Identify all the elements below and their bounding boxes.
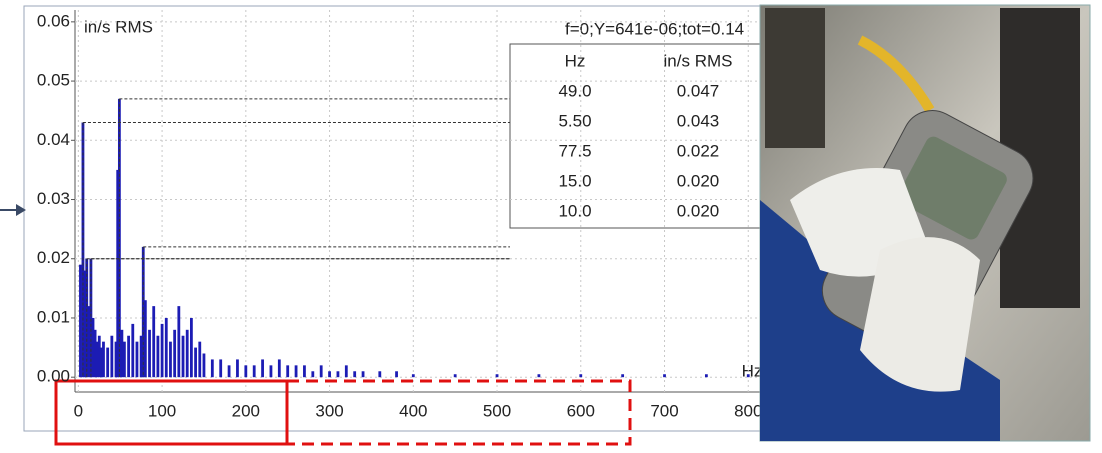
table-cell: 5.50 bbox=[558, 111, 591, 130]
spectrum-bar bbox=[345, 365, 348, 377]
spectrum-bar bbox=[362, 371, 365, 377]
table-cell: 49.0 bbox=[558, 81, 591, 100]
photo-glove bbox=[860, 237, 980, 392]
slide: in/s RMS Hz f=0;Y=641e-06;tot=0.14 01002… bbox=[0, 0, 1102, 448]
x-tick-label: 600 bbox=[567, 401, 595, 420]
x-tick-label: 0 bbox=[74, 401, 83, 420]
y-tick-label: 0.02 bbox=[37, 248, 70, 267]
x-tick-label: 800 bbox=[734, 401, 762, 420]
x-tick-label: 200 bbox=[232, 401, 260, 420]
spectrum-bar bbox=[244, 365, 247, 377]
spectrum-bar bbox=[705, 374, 708, 377]
table-cell: 0.020 bbox=[677, 171, 720, 190]
spectrum-bar bbox=[395, 371, 398, 377]
spectrum-bar bbox=[157, 336, 160, 377]
spectrum-bar bbox=[127, 336, 130, 377]
spectrum-bar bbox=[228, 365, 231, 377]
spectrum-bar bbox=[663, 374, 666, 377]
spectrum-bar bbox=[454, 374, 457, 377]
spectrum-bar bbox=[747, 374, 750, 377]
spectrum-bar bbox=[190, 318, 193, 377]
spectrum-bar bbox=[328, 371, 331, 377]
spectrum-bar bbox=[270, 365, 273, 377]
y-tick-label: 0.00 bbox=[37, 367, 70, 386]
spectrum-bar bbox=[169, 342, 172, 378]
table-cell: 15.0 bbox=[558, 171, 591, 190]
spectrum-bar bbox=[148, 330, 151, 377]
spectrum-bar bbox=[311, 371, 314, 377]
spectrum-bar bbox=[621, 374, 624, 377]
spectrum-bar bbox=[253, 365, 256, 377]
spectrum-bar bbox=[123, 342, 126, 378]
spectrum-bar bbox=[177, 306, 180, 377]
x-tick-label: 700 bbox=[650, 401, 678, 420]
spectrum-bar bbox=[236, 359, 239, 377]
table-cell: 77.5 bbox=[558, 141, 591, 160]
y-tick-label: 0.04 bbox=[37, 130, 70, 149]
spectrum-bar bbox=[320, 365, 323, 377]
spectrum-bar bbox=[165, 318, 168, 377]
spectrum-bar bbox=[211, 359, 214, 377]
table-cell: 0.047 bbox=[677, 81, 720, 100]
y-tick-label: 0.06 bbox=[37, 11, 70, 30]
spectrum-bar bbox=[579, 374, 582, 377]
x-tick-label: 500 bbox=[483, 401, 511, 420]
spectrum-bar bbox=[261, 359, 264, 377]
x-tick-label: 400 bbox=[399, 401, 427, 420]
spectrum-bar bbox=[496, 374, 499, 377]
spectrum-bar bbox=[203, 354, 206, 378]
spectrum-bar bbox=[337, 371, 340, 377]
spectrum-bar bbox=[303, 365, 306, 377]
spectrum-bar bbox=[219, 359, 222, 377]
spectrum-bar bbox=[144, 300, 147, 377]
table-cell: 0.020 bbox=[677, 201, 720, 220]
spectrum-bar bbox=[161, 324, 164, 377]
x-tick-label: 100 bbox=[148, 401, 176, 420]
spectrum-bar bbox=[286, 365, 289, 377]
spectrum-bar bbox=[173, 330, 176, 377]
spectrum-bar bbox=[412, 374, 415, 377]
peak-table bbox=[510, 44, 770, 228]
spectrum-bar bbox=[295, 365, 298, 377]
spectrum-bar bbox=[378, 371, 381, 377]
y-tick-label: 0.01 bbox=[37, 307, 70, 326]
spectrum-bar bbox=[198, 342, 201, 378]
spectrum-bar bbox=[120, 330, 123, 377]
spectrum-bar bbox=[538, 374, 541, 377]
table-cell: 0.022 bbox=[677, 141, 720, 160]
spectrum-bar bbox=[102, 342, 105, 378]
spectrum-bar bbox=[278, 359, 281, 377]
table-cell: 10.0 bbox=[558, 201, 591, 220]
spectrum-bar bbox=[194, 348, 197, 378]
spectrum-bar bbox=[136, 342, 139, 378]
spectrum-bar bbox=[131, 324, 134, 377]
spectrum-bar bbox=[152, 306, 155, 377]
spectrum-bar bbox=[110, 336, 113, 377]
spectrum-bar bbox=[79, 265, 82, 378]
y-tick-label: 0.03 bbox=[37, 189, 70, 208]
y-tick-label: 0.05 bbox=[37, 71, 70, 90]
y-unit: in/s RMS bbox=[84, 17, 153, 36]
table-cell: 0.043 bbox=[677, 111, 720, 130]
x-tick-label: 300 bbox=[315, 401, 343, 420]
table-header: in/s RMS bbox=[664, 51, 733, 70]
spectrum-bar bbox=[106, 348, 109, 378]
spectrum-bar bbox=[186, 330, 189, 377]
spectrum-bar bbox=[182, 336, 185, 377]
table-header: Hz bbox=[565, 51, 586, 70]
photo-shadow bbox=[765, 8, 825, 148]
photo bbox=[760, 5, 1090, 441]
spectrum-bar bbox=[353, 371, 356, 377]
